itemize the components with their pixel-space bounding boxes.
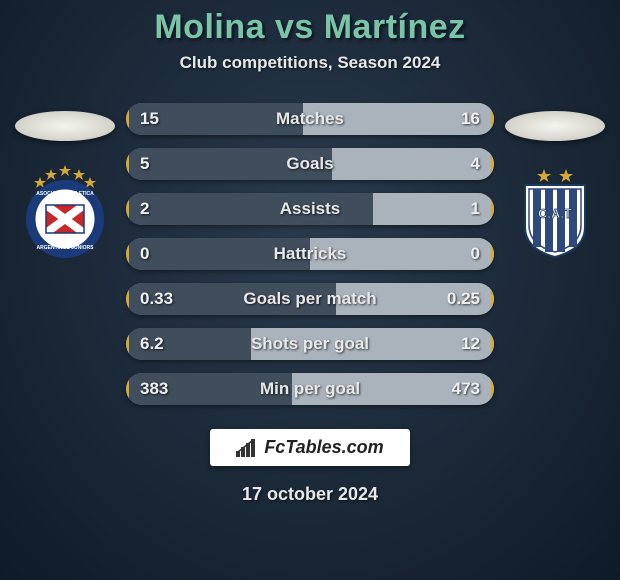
stat-right-edge-accent: [491, 328, 494, 360]
left-column: ASOCIACION ATLETICA ARGENTINOS JUNIORS: [10, 103, 120, 259]
talleres-badge-icon: C.A.T: [508, 165, 602, 259]
stat-value-right: 0: [471, 244, 480, 264]
right-player-avatar-slot: [505, 111, 605, 141]
stat-value-right: 473: [452, 379, 480, 399]
stat-label: Hattricks: [274, 244, 347, 264]
stat-bar: Goals 5 4: [126, 148, 494, 180]
brand-text: FcTables.com: [264, 437, 383, 458]
stat-label: Assists: [280, 199, 340, 219]
right-column: C.A.T: [500, 103, 610, 259]
brand-box: FcTables.com: [210, 429, 409, 466]
stat-value-right: 12: [461, 334, 480, 354]
stat-value-right: 16: [461, 109, 480, 129]
stat-value-left: 6.2: [140, 334, 164, 354]
stat-left-edge-accent: [126, 103, 129, 135]
stat-bar: Matches 15 16: [126, 103, 494, 135]
snapshot-date: 17 october 2024: [242, 484, 378, 505]
left-club-badge: ASOCIACION ATLETICA ARGENTINOS JUNIORS: [18, 165, 112, 259]
stat-right-edge-accent: [491, 148, 494, 180]
stat-left-edge-accent: [126, 283, 129, 315]
stat-bar: Shots per goal 6.2 12: [126, 328, 494, 360]
stat-bar: Goals per match 0.33 0.25: [126, 283, 494, 315]
stat-value-left: 383: [140, 379, 168, 399]
stat-right-edge-accent: [491, 238, 494, 270]
stat-label: Goals: [286, 154, 333, 174]
stat-label: Min per goal: [260, 379, 360, 399]
stat-value-left: 5: [140, 154, 149, 174]
stat-left-edge-accent: [126, 238, 129, 270]
stat-value-left: 2: [140, 199, 149, 219]
stat-label: Goals per match: [243, 289, 376, 309]
stat-value-right: 0.25: [447, 289, 480, 309]
stat-value-left: 0.33: [140, 289, 173, 309]
svg-text:ARGENTINOS JUNIORS: ARGENTINOS JUNIORS: [37, 245, 95, 251]
stats-area: ASOCIACION ATLETICA ARGENTINOS JUNIORS M…: [0, 103, 620, 405]
stat-left-edge-accent: [126, 193, 129, 225]
stat-right-edge-accent: [491, 283, 494, 315]
stat-value-left: 0: [140, 244, 149, 264]
svg-text:C.A.T: C.A.T: [538, 206, 572, 221]
stat-value-left: 15: [140, 109, 159, 129]
stat-bar: Min per goal 383 473: [126, 373, 494, 405]
right-club-badge: C.A.T: [508, 165, 602, 259]
stat-value-right: 4: [471, 154, 480, 174]
left-player-avatar-slot: [15, 111, 115, 141]
stat-label: Shots per goal: [251, 334, 369, 354]
stat-label: Matches: [276, 109, 344, 129]
stat-bars: Matches 15 16 Goals 5 4 Assists 2 1 Hattricks 0 0 Go…: [120, 103, 500, 405]
stat-left-edge-accent: [126, 373, 129, 405]
stat-right-edge-accent: [491, 193, 494, 225]
stat-left-edge-accent: [126, 148, 129, 180]
stat-right-edge-accent: [491, 103, 494, 135]
stat-bar: Assists 2 1: [126, 193, 494, 225]
comparison-title: Molina vs Martínez: [154, 8, 465, 47]
stat-right-edge-accent: [491, 373, 494, 405]
comparison-subtitle: Club competitions, Season 2024: [180, 53, 441, 73]
argentinos-juniors-badge-icon: ASOCIACION ATLETICA ARGENTINOS JUNIORS: [18, 165, 112, 259]
stat-left-edge-accent: [126, 328, 129, 360]
stat-bar: Hattricks 0 0: [126, 238, 494, 270]
stat-value-right: 1: [471, 199, 480, 219]
fctables-logo-icon: [236, 439, 258, 457]
